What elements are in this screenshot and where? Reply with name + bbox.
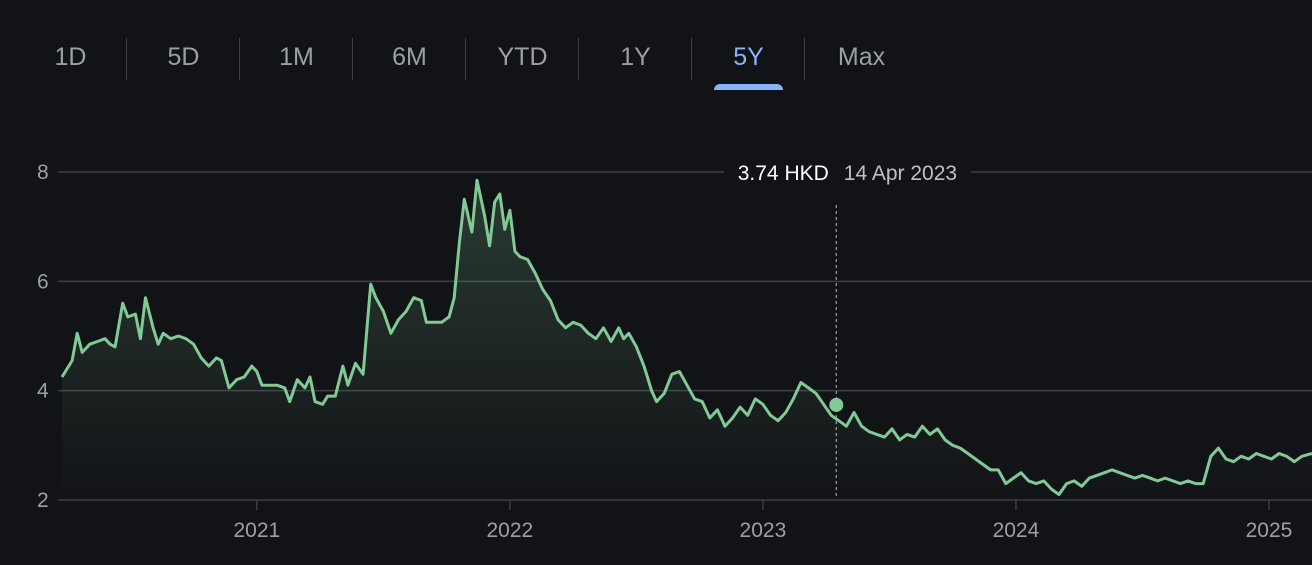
range-tab-6m[interactable]: 6M	[353, 30, 466, 90]
range-tab-1d[interactable]: 1D	[14, 30, 127, 90]
tooltip-date: 14 Apr 2023	[844, 162, 957, 185]
range-tab-label: 6M	[392, 42, 427, 71]
range-tab-label: 1Y	[620, 42, 651, 71]
tab-divider	[352, 38, 353, 80]
x-tick-label: 2023	[740, 519, 787, 542]
hover-point	[829, 397, 844, 412]
x-tick-label: 2021	[233, 519, 280, 542]
price-tooltip: 3.74 HKD 14 Apr 2023	[723, 150, 972, 198]
tooltip-price: 3.74 HKD	[738, 162, 829, 185]
active-tab-indicator	[714, 84, 783, 90]
range-tab-max[interactable]: Max	[805, 30, 918, 90]
tab-divider	[239, 38, 240, 80]
price-area	[62, 180, 1312, 500]
hover-indicator: 3.74 HKD 14 Apr 2023	[723, 150, 972, 496]
range-tab-label: 5Y	[733, 42, 764, 71]
price-area-fill	[62, 180, 1312, 500]
range-tab-1m[interactable]: 1M	[240, 30, 353, 90]
range-tab-label: Max	[837, 42, 886, 71]
range-tabs: 1D 5D 1M 6M YTD 1Y 5Y Max	[14, 30, 918, 90]
y-tick-label: 2	[37, 489, 49, 512]
price-line	[60, 178, 1312, 496]
y-tick-label: 8	[37, 161, 49, 184]
tab-divider	[578, 38, 579, 80]
x-axis-ticks: 2021 2022 2023 2024 2025	[233, 500, 1292, 542]
y-axis-ticks: 2 4 6 8	[37, 161, 49, 512]
tab-divider	[804, 38, 805, 80]
y-tick-label: 4	[37, 380, 49, 403]
tab-divider	[126, 38, 127, 80]
x-tick-label: 2024	[993, 519, 1040, 542]
tab-divider	[691, 38, 692, 80]
range-tab-5d[interactable]: 5D	[127, 30, 240, 90]
range-tab-1y[interactable]: 1Y	[579, 30, 692, 90]
range-tab-ytd[interactable]: YTD	[466, 30, 579, 90]
tab-divider	[465, 38, 466, 80]
x-tick-label: 2022	[487, 519, 534, 542]
tooltip-background	[723, 150, 972, 198]
range-tab-label: 1M	[279, 42, 314, 71]
range-tab-label: 1D	[54, 42, 87, 71]
range-tab-label: 5D	[167, 42, 200, 71]
y-tick-label: 6	[37, 270, 49, 293]
range-tab-5y[interactable]: 5Y	[692, 30, 805, 90]
range-tab-label: YTD	[497, 42, 548, 71]
price-series-line	[60, 178, 1312, 496]
x-tick-label: 2025	[1246, 519, 1293, 542]
